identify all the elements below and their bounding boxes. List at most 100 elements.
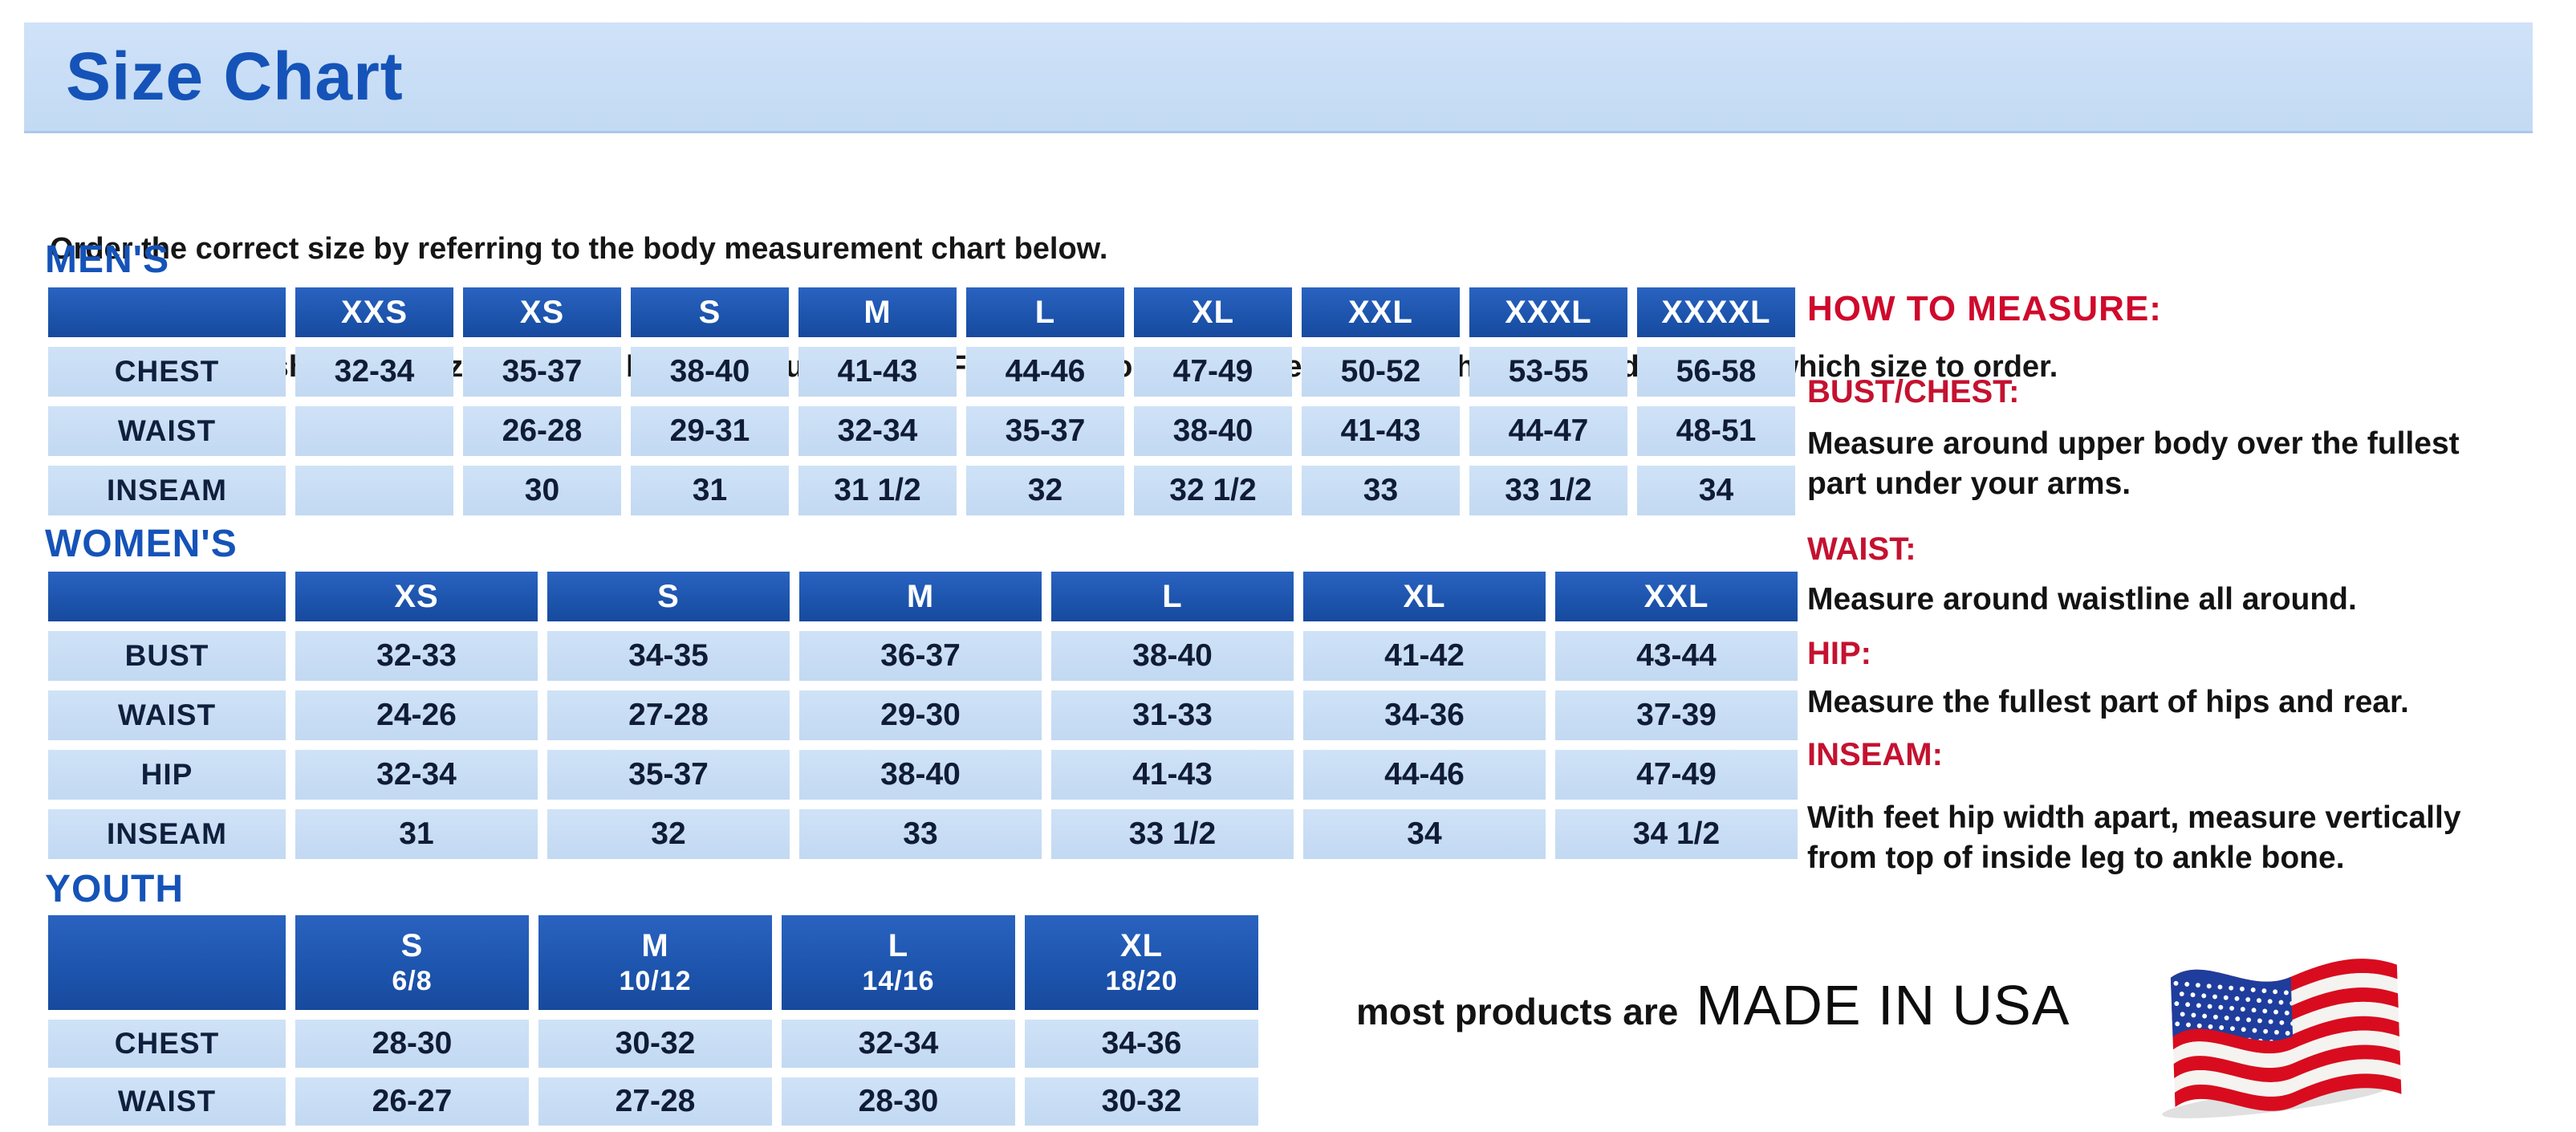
footer-prefix-text: most products are (1356, 991, 1679, 1032)
us-flag-icon (2157, 920, 2411, 1126)
data-cell: 34-36 (1025, 1020, 1258, 1068)
data-cell: 37-39 (1555, 690, 1798, 740)
column-header-cell: XXS (295, 287, 453, 337)
column-header-cell: L (966, 287, 1124, 337)
column-header-cell: S (547, 572, 790, 621)
column-header-cell: XL 18/20 (1025, 915, 1258, 1010)
column-header-cell: S 6/8 (295, 915, 529, 1010)
data-cell: 48-51 (1637, 406, 1795, 456)
data-cell: 31-33 (1051, 690, 1294, 740)
data-cell: 34 (1303, 809, 1546, 859)
mens-size-table: XXS XS S M L XL XXL XXXL XXXXL CHEST 32-34 35-37 38-… (48, 287, 1795, 515)
data-cell: 36-37 (799, 631, 1042, 681)
data-cell: 32 1/2 (1134, 466, 1292, 515)
hip-instructions: Measure the fullest part of hips and rea… (1807, 685, 2409, 719)
data-cell: 53-55 (1469, 347, 1627, 397)
row-label-cell: WAIST (48, 690, 286, 740)
data-cell: 38-40 (1051, 631, 1294, 681)
data-cell: 33 (1302, 466, 1460, 515)
data-cell: 34-35 (547, 631, 790, 681)
waist-label: WAIST: (1807, 531, 1916, 567)
column-header-cell: XS (463, 287, 621, 337)
data-cell: 31 1/2 (798, 466, 957, 515)
data-cell: 47-49 (1555, 750, 1798, 800)
data-cell: 41-43 (798, 347, 957, 397)
data-cell: 26-28 (463, 406, 621, 456)
column-header-cell (48, 287, 286, 337)
womens-section-heading: WOMEN'S (45, 523, 238, 565)
data-cell: 38-40 (631, 347, 789, 397)
data-cell: 32-34 (798, 406, 957, 456)
column-header-cell: XL (1134, 287, 1292, 337)
column-header-cell: L (1051, 572, 1294, 621)
data-cell: 47-49 (1134, 347, 1292, 397)
youth-size-table: S 6/8 M 10/12 L 14/16 XL 18/20 CHEST 28-30 30-32 32… (48, 915, 1258, 1126)
column-header-cell: M (799, 572, 1042, 621)
data-cell: 35-37 (547, 750, 790, 800)
data-cell: 33 (799, 809, 1042, 859)
data-cell: 41-42 (1303, 631, 1546, 681)
column-header-cell: XXL (1302, 287, 1460, 337)
data-cell: 29-30 (799, 690, 1042, 740)
data-cell: 32 (966, 466, 1124, 515)
column-header-cell (48, 572, 286, 621)
data-cell: 30-32 (1025, 1077, 1258, 1126)
column-header-cell (48, 915, 286, 1010)
mens-section-heading: MEN'S (45, 238, 170, 281)
column-header-cell: XS (295, 572, 538, 621)
bust-chest-instructions: Measure around upper body over the fulle… (1807, 426, 2460, 501)
data-cell (295, 406, 453, 456)
data-cell: 33 1/2 (1469, 466, 1627, 515)
row-label-cell: WAIST (48, 406, 286, 456)
data-cell: 56-58 (1637, 347, 1795, 397)
column-header-cell: S (631, 287, 789, 337)
data-cell: 32-34 (295, 750, 538, 800)
data-cell: 32-34 (782, 1020, 1015, 1068)
data-cell: 29-31 (631, 406, 789, 456)
data-cell: 24-26 (295, 690, 538, 740)
data-cell: 32-33 (295, 631, 538, 681)
data-cell: 38-40 (799, 750, 1042, 800)
row-label-cell: CHEST (48, 1020, 286, 1068)
row-label-cell: BUST (48, 631, 286, 681)
made-in-usa-text: MADE IN USA (1696, 974, 2070, 1036)
data-cell: 50-52 (1302, 347, 1460, 397)
made-in-usa-line: most products are MADE IN USA (1356, 973, 2070, 1037)
how-to-measure-heading: HOW TO MEASURE: (1807, 289, 2162, 328)
data-cell: 35-37 (966, 406, 1124, 456)
youth-section-heading: YOUTH (45, 868, 184, 910)
column-header-cell: XXL (1555, 572, 1798, 621)
data-cell: 30-32 (538, 1020, 772, 1068)
hip-label: HIP: (1807, 636, 1871, 671)
inseam-instructions: With feet hip width apart, measure verti… (1807, 800, 2461, 875)
column-header-cell: M 10/12 (538, 915, 772, 1010)
waist-instructions: Measure around waistline all around. (1807, 582, 2357, 617)
data-cell: 41-43 (1051, 750, 1294, 800)
data-cell: 27-28 (538, 1077, 772, 1126)
intro-line-1: Order the correct size by referring to t… (50, 232, 1108, 266)
row-label-cell: WAIST (48, 1077, 286, 1126)
womens-size-table: XS S M L XL XXL BUST 32-33 34-35 36-37 38-40 41-42 4… (48, 572, 1798, 859)
data-cell: 44-46 (1303, 750, 1546, 800)
data-cell: 26-27 (295, 1077, 529, 1126)
row-label-cell: CHEST (48, 347, 286, 397)
data-cell: 28-30 (782, 1077, 1015, 1126)
page-title: Size Chart (66, 39, 404, 114)
title-banner: Size Chart (24, 22, 2533, 133)
data-cell: 38-40 (1134, 406, 1292, 456)
column-header-cell: M (798, 287, 957, 337)
data-cell: 30 (463, 466, 621, 515)
column-header-cell: XXXL (1469, 287, 1627, 337)
data-cell: 35-37 (463, 347, 621, 397)
data-cell: 31 (295, 809, 538, 859)
data-cell: 31 (631, 466, 789, 515)
column-header-cell: XL (1303, 572, 1546, 621)
column-header-cell: L 14/16 (782, 915, 1015, 1010)
row-label-cell: INSEAM (48, 809, 286, 859)
data-cell: 44-46 (966, 347, 1124, 397)
data-cell: 32-34 (295, 347, 453, 397)
data-cell: 43-44 (1555, 631, 1798, 681)
inseam-label: INSEAM: (1807, 737, 1943, 772)
data-cell: 34 1/2 (1555, 809, 1798, 859)
data-cell: 28-30 (295, 1020, 529, 1068)
